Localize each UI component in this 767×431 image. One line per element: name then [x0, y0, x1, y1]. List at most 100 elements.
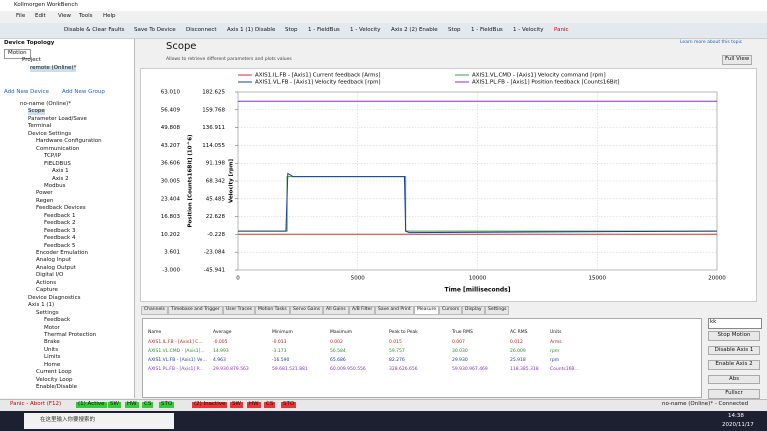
- tree-item[interactable]: Power: [36, 190, 53, 197]
- tab[interactable]: Display: [462, 306, 485, 315]
- status-flag: STO: [281, 401, 297, 408]
- tree-item[interactable]: Brake: [44, 339, 60, 346]
- tree-item[interactable]: Encoder Emulation: [36, 250, 88, 256]
- toolbar-button[interactable]: Disable & Clear Faults: [64, 27, 125, 33]
- panel-tab[interactable]: Motion: [4, 49, 31, 59]
- menu-item[interactable]: Tools: [79, 13, 93, 19]
- tree-item[interactable]: Thermal Protection: [44, 331, 97, 338]
- button[interactable]: Fullscr: [708, 389, 760, 399]
- menu-item[interactable]: View: [58, 13, 72, 19]
- tree-item[interactable]: Project: [22, 57, 41, 63]
- table-header: Average: [213, 330, 232, 335]
- tree-item[interactable]: Regen: [36, 197, 54, 204]
- help-link[interactable]: Learn more about this topic: [680, 40, 743, 45]
- tree-item[interactable]: Axis 1: [52, 168, 69, 175]
- tab[interactable]: Motion Tasks: [255, 306, 290, 315]
- toolbar-button[interactable]: 1 - FieldBus: [308, 27, 340, 33]
- toolbar-button[interactable]: 1 - Velocity: [513, 27, 544, 33]
- y-tick-label: 3.601: [164, 250, 180, 256]
- table-cell: 59.681.521.881: [272, 367, 308, 372]
- tree-item[interactable]: FIELDBUS: [44, 160, 71, 167]
- tab[interactable]: Save and Print: [375, 306, 414, 315]
- tree-item[interactable]: remote (Online)*: [30, 65, 77, 72]
- text-input[interactable]: kk: [708, 318, 762, 329]
- tab[interactable]: Timebase and Trigger: [168, 306, 223, 315]
- button[interactable]: Disable Axis 1: [708, 345, 760, 355]
- tree-item[interactable]: Feedback 4: [44, 235, 76, 242]
- tree-item[interactable]: TCP/IP: [44, 153, 61, 160]
- button[interactable]: Full View: [722, 55, 753, 65]
- y2-tick-label: 159.768: [202, 107, 225, 113]
- button[interactable]: Abs: [708, 374, 760, 384]
- tree-item[interactable]: Scope: [28, 108, 45, 115]
- tree-item[interactable]: Axis 1 (1): [28, 302, 55, 309]
- tree-item[interactable]: Enable/Disable: [36, 384, 77, 391]
- link[interactable]: Add New Group: [62, 89, 105, 95]
- tree-item[interactable]: Feedback: [44, 317, 71, 324]
- tree-item[interactable]: Parameter Load/Save: [28, 115, 87, 122]
- tree-item[interactable]: no-name (Online)*: [20, 101, 72, 107]
- toolbar-button[interactable]: Panic: [554, 27, 569, 33]
- tab[interactable]: All Gains: [323, 306, 349, 315]
- tree-item[interactable]: Communication: [36, 145, 80, 152]
- tab[interactable]: A/B Filter: [349, 306, 376, 315]
- tree-item[interactable]: Current Loop: [36, 369, 72, 376]
- tab[interactable]: Servo Gains: [290, 306, 324, 315]
- tree-item[interactable]: Feedback 2: [44, 220, 76, 227]
- link[interactable]: Add New Device: [4, 89, 49, 95]
- clock: 14:38: [728, 413, 744, 419]
- menu-item[interactable]: Help: [103, 13, 116, 19]
- button[interactable]: Stop Motion: [708, 331, 760, 341]
- tree-item[interactable]: Feedback 1: [44, 212, 76, 219]
- tree-item[interactable]: Velocity Loop: [36, 376, 73, 383]
- tab[interactable]: Measure: [414, 306, 440, 315]
- tree-item[interactable]: Analog Input: [36, 257, 71, 264]
- search-box[interactable]: [24, 413, 174, 429]
- y-tick-label: 49.808: [161, 125, 181, 131]
- status-flag: STO: [159, 401, 175, 408]
- toolbar-button[interactable]: Save To Device: [134, 27, 176, 33]
- tree-item[interactable]: Feedback 5: [44, 242, 76, 249]
- tree-item[interactable]: Terminal: [28, 123, 52, 130]
- tree-item[interactable]: Home: [44, 361, 61, 368]
- toolbar-button[interactable]: Axis 1 (1) Disable: [227, 27, 276, 33]
- table-cell: 60.009.950.556: [330, 367, 366, 372]
- y2-tick-label: -23.084: [204, 250, 226, 256]
- menu-item[interactable]: File: [16, 13, 26, 19]
- status-flag: HW: [247, 401, 261, 408]
- panic-button[interactable]: Panic - Abort (F12): [10, 401, 62, 407]
- tree-item[interactable]: Feedback Devices: [36, 205, 86, 212]
- tab[interactable]: User Traces: [223, 306, 255, 315]
- tree-item[interactable]: Hardware Configuration: [36, 138, 102, 145]
- tab[interactable]: Cursors: [439, 306, 463, 315]
- toolbar-button[interactable]: 1 - FieldBus: [471, 27, 503, 33]
- table-cell: 29.930: [452, 358, 468, 363]
- tab[interactable]: Channels: [141, 306, 168, 315]
- tree-item[interactable]: Actions: [36, 279, 57, 286]
- toolbar-button[interactable]: Axis 2 (2) Enable: [391, 27, 438, 33]
- table-cell: 4.963: [213, 358, 226, 363]
- tree-item[interactable]: Analog Output: [36, 264, 76, 271]
- toolbar-button[interactable]: Stop: [285, 27, 298, 33]
- tree-item[interactable]: Axis 2: [52, 175, 69, 182]
- button[interactable]: Enable Axis 2: [708, 360, 760, 370]
- toolbar-button[interactable]: Disconnect: [186, 27, 217, 33]
- tree-item[interactable]: Units: [44, 346, 59, 353]
- tab[interactable]: Settings: [485, 306, 510, 315]
- tree-item[interactable]: Limits: [44, 354, 61, 361]
- tree-item[interactable]: Capture: [36, 287, 58, 294]
- table-cell: Counts16B...: [550, 367, 579, 372]
- tree-item[interactable]: Device Diagnostics: [28, 294, 81, 301]
- tree-item[interactable]: Motor: [44, 324, 60, 331]
- tree-item[interactable]: Device Settings: [28, 130, 72, 137]
- legend-entry: AXIS1.PL.FB - [Axis1] Position feedback …: [472, 80, 620, 86]
- toolbar-button[interactable]: Stop: [448, 27, 461, 33]
- tree-item[interactable]: Digital I/O: [36, 272, 64, 279]
- tree-item[interactable]: Modbus: [44, 182, 66, 189]
- toolbar-button[interactable]: 1 - Velocity: [350, 27, 381, 33]
- x-tick-label: 0: [236, 276, 240, 282]
- tree-item[interactable]: Feedback 3: [44, 227, 76, 234]
- tree-item[interactable]: Settings: [36, 309, 59, 316]
- menu-item[interactable]: Edit: [35, 13, 46, 19]
